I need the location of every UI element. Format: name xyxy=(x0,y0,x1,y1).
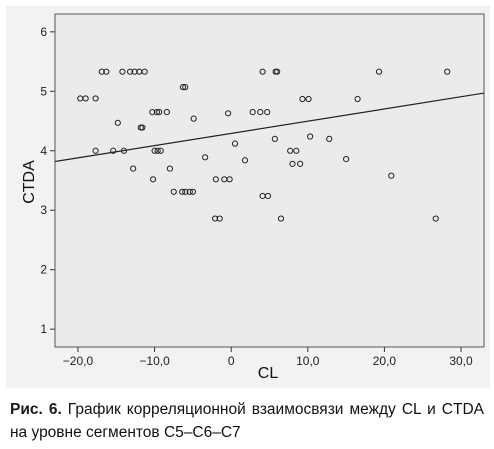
x-tick-label: 30,0 xyxy=(449,354,473,368)
data-point xyxy=(120,147,128,154)
chart-frame: 1 2 3 4 5 6 −20,0 −10,0 0 10,0 20,0 30,0 CL CTDA xyxy=(6,6,490,388)
data-point xyxy=(289,160,296,167)
data-point xyxy=(274,68,281,75)
data-point xyxy=(156,109,163,116)
data-point xyxy=(354,95,361,103)
y-tick-label: 5 xyxy=(40,84,47,98)
data-point xyxy=(277,215,285,222)
y-axis-label: CTDA xyxy=(21,160,38,204)
data-point xyxy=(388,172,395,179)
data-point xyxy=(149,176,157,183)
data-point xyxy=(179,188,186,195)
data-points xyxy=(77,68,451,222)
data-point xyxy=(153,109,160,116)
data-point xyxy=(110,147,117,154)
data-point xyxy=(98,68,105,75)
data-point xyxy=(212,176,219,183)
data-point xyxy=(190,115,197,122)
data-point xyxy=(139,124,146,131)
data-point xyxy=(299,95,306,103)
data-point xyxy=(231,140,239,147)
data-point xyxy=(241,157,249,164)
caption-text: График корреляционной взаимосвязи между … xyxy=(10,401,484,441)
data-point xyxy=(225,110,232,117)
y-tick-label: 3 xyxy=(40,203,47,217)
y-tick-label: 6 xyxy=(40,25,47,39)
y-tick-label: 1 xyxy=(40,322,47,336)
data-point xyxy=(92,147,99,154)
y-tick-label: 2 xyxy=(40,263,47,277)
data-point xyxy=(287,147,294,154)
data-point xyxy=(343,155,350,163)
data-point xyxy=(186,188,193,195)
data-point xyxy=(151,147,158,154)
data-point xyxy=(119,68,126,75)
data-point xyxy=(166,165,174,172)
x-tick-label: −10,0 xyxy=(139,354,170,368)
data-point xyxy=(249,109,256,116)
data-point xyxy=(264,192,272,200)
data-point xyxy=(297,160,304,167)
x-tick-label: 10,0 xyxy=(296,354,320,368)
data-point xyxy=(126,68,134,75)
data-point xyxy=(149,109,156,116)
figure-caption: Рис. 6. График корреляционной взаимосвяз… xyxy=(10,398,484,444)
data-point xyxy=(170,188,177,195)
data-point xyxy=(326,135,333,142)
x-tick-label: −20,0 xyxy=(63,354,94,368)
data-point xyxy=(444,68,451,75)
data-point xyxy=(92,95,99,102)
data-point xyxy=(179,84,187,91)
data-point xyxy=(271,135,278,142)
data-point xyxy=(293,147,300,154)
data-point xyxy=(182,188,189,195)
x-tick-label: 0 xyxy=(228,354,235,368)
data-point xyxy=(216,215,223,222)
axis-ticks: 1 2 3 4 5 6 −20,0 −10,0 0 10,0 20,0 30,0 xyxy=(40,25,473,368)
data-point xyxy=(259,68,266,75)
y-tick-label: 4 xyxy=(40,144,47,158)
data-point xyxy=(182,84,189,91)
data-point xyxy=(154,147,161,154)
data-point xyxy=(257,109,264,116)
data-point xyxy=(82,95,89,102)
data-point xyxy=(305,95,312,103)
data-point xyxy=(202,154,209,161)
data-point xyxy=(264,109,271,116)
data-point xyxy=(226,176,233,183)
data-point xyxy=(189,188,196,195)
figure-number: Рис. 6. xyxy=(10,401,62,418)
data-point xyxy=(130,165,137,172)
data-point xyxy=(375,68,383,75)
data-point xyxy=(212,215,219,222)
x-axis-label: CL xyxy=(258,365,279,382)
data-point xyxy=(114,119,121,126)
data-point xyxy=(307,133,314,140)
data-point xyxy=(131,68,138,75)
data-point xyxy=(103,68,110,75)
scatter-chart: 1 2 3 4 5 6 −20,0 −10,0 0 10,0 20,0 30,0 CL CTDA xyxy=(21,13,485,382)
data-point xyxy=(432,215,439,222)
data-point xyxy=(141,68,148,75)
plot-area xyxy=(54,13,485,348)
data-point xyxy=(163,109,170,116)
x-tick-label: 20,0 xyxy=(373,354,397,368)
data-point xyxy=(157,147,164,154)
